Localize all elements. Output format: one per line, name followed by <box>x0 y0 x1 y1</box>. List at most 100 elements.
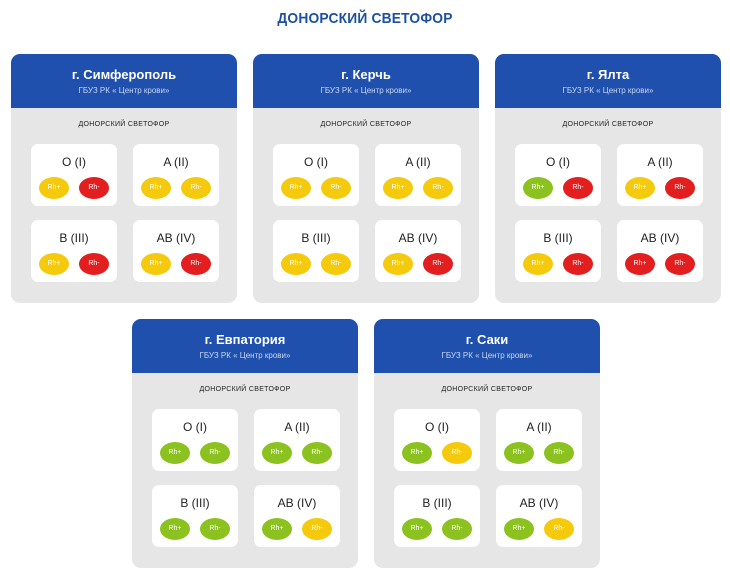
blood-group-name: O (I) <box>546 155 570 169</box>
organization-name: ГБУЗ РК « Центр крови» <box>441 351 533 360</box>
blood-group-a-ii: A (II) Rh+ Rh- <box>133 144 219 206</box>
rh-positive-indicator: Rh+ <box>402 442 432 464</box>
rh-positive-indicator: Rh+ <box>383 177 413 199</box>
blood-group-name: B (III) <box>543 231 573 245</box>
blood-group-name: AB (IV) <box>156 231 196 245</box>
blood-group-b-iii: B (III) Rh+ Rh- <box>394 485 480 547</box>
blood-group-name: B (III) <box>59 231 89 245</box>
rh-negative-indicator: Rh- <box>181 253 211 275</box>
city-name: г. Саки <box>465 332 509 347</box>
rh-positive-indicator: Rh+ <box>523 253 553 275</box>
rh-negative-indicator: Rh- <box>423 253 453 275</box>
blood-group-b-iii: B (III) Rh+ Rh- <box>152 485 238 547</box>
rh-positive-indicator: Rh+ <box>383 253 413 275</box>
rh-negative-indicator: Rh- <box>423 177 453 199</box>
city-name: г. Симферополь <box>71 67 177 82</box>
rh-positive-indicator: Rh+ <box>625 177 655 199</box>
blood-group-name: AB (IV) <box>398 231 438 245</box>
blood-group-name: O (I) <box>425 420 449 434</box>
rh-negative-indicator: Rh- <box>79 177 109 199</box>
rh-negative-indicator: Rh- <box>302 518 332 540</box>
card-subtitle: ДОНОРСКИЙ СВЕТОФОР <box>199 386 291 393</box>
card-subtitle: ДОНОРСКИЙ СВЕТОФОР <box>320 121 412 128</box>
card-header: г. Керчь ГБУЗ РК « Центр крови» <box>253 54 479 108</box>
card-header: г. Евпатория ГБУЗ РК « Центр крови» <box>132 319 358 373</box>
organization-name: ГБУЗ РК « Центр крови» <box>199 351 291 360</box>
rh-negative-indicator: Rh- <box>321 177 351 199</box>
blood-groups-grid: O (I) Rh+ Rh- A (II) Rh+ Rh- B (III) Rh+ Rh- AB (… <box>31 144 219 284</box>
blood-groups-grid: O (I) Rh+ Rh- A (II) Rh+ Rh- B (III) Rh+ Rh- AB (… <box>273 144 461 284</box>
card-header: г. Симферополь ГБУЗ РК « Центр крови» <box>11 54 237 108</box>
blood-group-ab-iv: AB (IV) Rh+ Rh- <box>375 220 461 282</box>
rh-positive-indicator: Rh+ <box>523 177 553 199</box>
rh-positive-indicator: Rh+ <box>504 442 534 464</box>
blood-group-name: A (II) <box>163 155 189 169</box>
rh-positive-indicator: Rh+ <box>262 442 292 464</box>
blood-groups-grid: O (I) Rh+ Rh- A (II) Rh+ Rh- B (III) Rh+ Rh- AB (… <box>152 409 340 549</box>
rh-negative-indicator: Rh- <box>79 253 109 275</box>
page-title: ДОНОРСКИЙ СВЕТОФОР <box>277 10 453 27</box>
rh-positive-indicator: Rh+ <box>281 253 311 275</box>
rh-negative-indicator: Rh- <box>302 442 332 464</box>
rh-positive-indicator: Rh+ <box>160 518 190 540</box>
rh-positive-indicator: Rh+ <box>160 442 190 464</box>
rh-negative-indicator: Rh- <box>563 253 593 275</box>
rh-positive-indicator: Rh+ <box>141 253 171 275</box>
rh-positive-indicator: Rh+ <box>625 253 655 275</box>
rh-negative-indicator: Rh- <box>665 253 695 275</box>
blood-group-b-iii: B (III) Rh+ Rh- <box>515 220 601 282</box>
city-name: г. Ялта <box>586 67 630 82</box>
rh-positive-indicator: Rh+ <box>402 518 432 540</box>
blood-group-o-i: O (I) Rh+ Rh- <box>273 144 359 206</box>
rh-positive-indicator: Rh+ <box>39 177 69 199</box>
city-card: г. Симферополь ГБУЗ РК « Центр крови» ДОНО… <box>11 54 237 303</box>
blood-group-name: B (III) <box>422 496 452 510</box>
blood-group-name: A (II) <box>284 420 310 434</box>
city-card: г. Ялта ГБУЗ РК « Центр крови» ДОНОРСКИЙ С… <box>495 54 721 303</box>
blood-group-name: A (II) <box>647 155 673 169</box>
blood-group-name: O (I) <box>183 420 207 434</box>
rh-positive-indicator: Rh+ <box>281 177 311 199</box>
blood-group-name: A (II) <box>405 155 431 169</box>
card-header: г. Ялта ГБУЗ РК « Центр крови» <box>495 54 721 108</box>
card-subtitle: ДОНОРСКИЙ СВЕТОФОР <box>562 121 654 128</box>
rh-positive-indicator: Rh+ <box>504 518 534 540</box>
blood-group-o-i: O (I) Rh+ Rh- <box>394 409 480 471</box>
card-subtitle: ДОНОРСКИЙ СВЕТОФОР <box>441 386 533 393</box>
blood-group-ab-iv: AB (IV) Rh+ Rh- <box>133 220 219 282</box>
rh-negative-indicator: Rh- <box>321 253 351 275</box>
rh-positive-indicator: Rh+ <box>262 518 292 540</box>
rh-negative-indicator: Rh- <box>200 442 230 464</box>
organization-name: ГБУЗ РК « Центр крови» <box>562 86 654 95</box>
blood-group-b-iii: B (III) Rh+ Rh- <box>273 220 359 282</box>
blood-group-o-i: O (I) Rh+ Rh- <box>31 144 117 206</box>
blood-group-a-ii: A (II) Rh+ Rh- <box>375 144 461 206</box>
rh-positive-indicator: Rh+ <box>141 177 171 199</box>
blood-group-name: B (III) <box>180 496 210 510</box>
rh-positive-indicator: Rh+ <box>39 253 69 275</box>
rh-negative-indicator: Rh- <box>200 518 230 540</box>
blood-group-a-ii: A (II) Rh+ Rh- <box>254 409 340 471</box>
blood-group-name: AB (IV) <box>277 496 317 510</box>
blood-group-name: AB (IV) <box>640 231 680 245</box>
blood-group-name: B (III) <box>301 231 331 245</box>
city-card: г. Саки ГБУЗ РК « Центр крови» ДОНОРСКИЙ С… <box>374 319 600 568</box>
blood-group-name: AB (IV) <box>519 496 559 510</box>
rh-negative-indicator: Rh- <box>544 442 574 464</box>
blood-group-o-i: O (I) Rh+ Rh- <box>152 409 238 471</box>
city-name: г. Евпатория <box>204 332 286 347</box>
rh-negative-indicator: Rh- <box>544 518 574 540</box>
blood-group-ab-iv: AB (IV) Rh+ Rh- <box>617 220 703 282</box>
blood-group-ab-iv: AB (IV) Rh+ Rh- <box>496 485 582 547</box>
organization-name: ГБУЗ РК « Центр крови» <box>320 86 412 95</box>
blood-group-a-ii: A (II) Rh+ Rh- <box>496 409 582 471</box>
blood-group-o-i: O (I) Rh+ Rh- <box>515 144 601 206</box>
blood-group-name: A (II) <box>526 420 552 434</box>
city-card: г. Евпатория ГБУЗ РК « Центр крови» ДОНОРС… <box>132 319 358 568</box>
blood-group-a-ii: A (II) Rh+ Rh- <box>617 144 703 206</box>
card-header: г. Саки ГБУЗ РК « Центр крови» <box>374 319 600 373</box>
blood-group-name: O (I) <box>304 155 328 169</box>
city-name: г. Керчь <box>341 67 391 82</box>
rh-negative-indicator: Rh- <box>563 177 593 199</box>
rh-negative-indicator: Rh- <box>665 177 695 199</box>
